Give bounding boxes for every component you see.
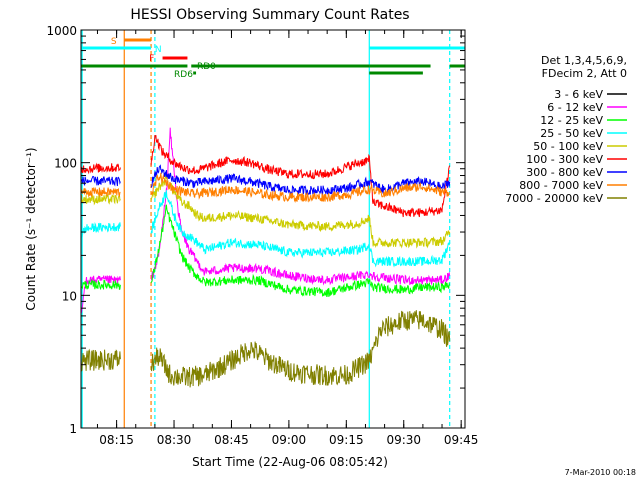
flag-label-RD6: RD6	[174, 70, 193, 80]
chart-title: HESSI Observing Summary Count Rates	[130, 7, 409, 23]
legend-entry-label: 3 - 6 keV	[554, 88, 603, 101]
flag-label-S: S	[111, 37, 117, 47]
x-tick-label: 09:15	[329, 433, 364, 447]
y-tick-label: 100	[54, 157, 77, 171]
flag-label-F: F	[149, 54, 154, 64]
x-tick-label: 08:45	[214, 433, 249, 447]
series-line-50-100keV	[80, 174, 451, 249]
legend-entry-label: 6 - 12 keV	[547, 101, 603, 114]
series-line-7000-20000keV	[80, 310, 451, 388]
legend-entry-label: 100 - 300 keV	[526, 153, 603, 166]
x-tick-label: 09:30	[386, 433, 421, 447]
legend-entry-label: 800 - 7000 keV	[519, 179, 603, 192]
y-axis-label: Count Rate (s⁻¹ detector⁻¹)	[24, 147, 38, 310]
y-tick-label: 10	[62, 289, 77, 303]
legend-header: Det 1,3,4,5,6,9,	[541, 54, 627, 67]
x-tick-label: 09:00	[272, 433, 307, 447]
series-line-12-25keV	[80, 204, 451, 297]
plot-frame	[80, 29, 466, 429]
series-line-800-7000keV	[80, 172, 451, 203]
x-axis-label: Start Time (22-Aug-06 08:05:42)	[192, 455, 388, 469]
y-tick-label: 1	[69, 422, 77, 436]
y-tick-label: 1000	[46, 24, 77, 38]
legend-entry-label: 25 - 50 keV	[540, 127, 603, 140]
x-tick-label: 09:45	[444, 433, 479, 447]
legend-entry-label: 300 - 800 keV	[526, 166, 603, 179]
x-tick-label: 08:30	[157, 433, 192, 447]
series-line-25-50keV	[80, 190, 451, 268]
legend-header: FDecim 2, Att 0	[542, 67, 627, 80]
x-tick-label: 08:15	[99, 433, 134, 447]
legend-entry-label: 50 - 100 keV	[533, 140, 603, 153]
legend-entry-label: 7000 - 20000 keV	[505, 192, 603, 205]
footer-date: 7-Mar-2010 00:18	[565, 468, 636, 477]
legend-entry-label: 12 - 25 keV	[540, 114, 603, 127]
flag-label-N: N	[155, 45, 162, 55]
series-line-100-300keV	[80, 134, 451, 218]
